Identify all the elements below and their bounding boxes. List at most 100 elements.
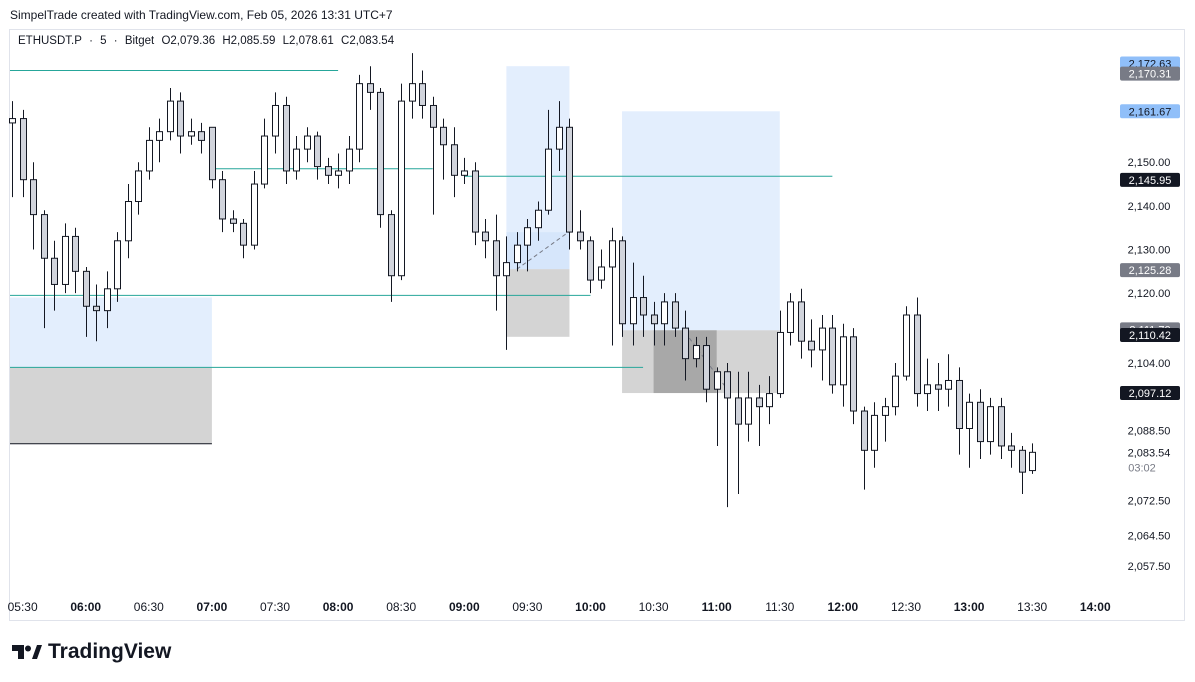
price-label: 2,097.12 — [1129, 388, 1172, 400]
candle-body — [482, 231, 489, 242]
candle-body — [587, 240, 594, 281]
x-tick-label: 12:00 — [828, 600, 859, 614]
x-tick-label: 07:00 — [197, 600, 228, 614]
candle-body — [283, 104, 290, 172]
candle-body — [966, 401, 973, 429]
x-tick-label: 08:00 — [323, 600, 354, 614]
tradingview-logo-icon — [12, 645, 42, 659]
symbol-interval[interactable]: 5 — [100, 35, 107, 47]
candle-body — [198, 131, 205, 141]
candle-body — [304, 135, 311, 150]
x-tick-label: 13:30 — [1017, 600, 1047, 614]
symbol-name[interactable]: ETHUSDT.P — [18, 35, 82, 47]
x-tick-label: 08:30 — [386, 600, 416, 614]
candle-body — [871, 414, 878, 451]
price-label: 2,170.31 — [1129, 69, 1172, 81]
price-label: 2,145.95 — [1129, 175, 1172, 187]
chart-frame[interactable] — [9, 29, 1185, 621]
candle-body — [766, 393, 773, 408]
candle-body — [146, 139, 153, 172]
candle-body — [956, 379, 963, 429]
candle-body — [935, 384, 942, 390]
candle-body — [261, 135, 268, 185]
x-tick-label: 10:00 — [575, 600, 606, 614]
candle-body — [945, 379, 952, 390]
candle-body — [1008, 445, 1015, 451]
candle-body — [693, 345, 700, 360]
candle-body — [30, 179, 37, 216]
y-tick-label: 2,150.00 — [1128, 157, 1171, 169]
candle-body — [808, 340, 815, 351]
y-tick-label: 2,104.00 — [1128, 358, 1171, 370]
x-tick-label: 10:30 — [639, 600, 669, 614]
candle-body — [672, 301, 679, 329]
candle-body — [135, 170, 142, 203]
candle-body — [819, 327, 826, 351]
ohlc-close: C2,083.54 — [341, 35, 395, 47]
price-label: 2,125.28 — [1129, 265, 1172, 277]
candle-body — [640, 297, 647, 316]
ohlc-open: O2,079.36 — [161, 35, 216, 47]
candle-body — [272, 104, 279, 137]
candle-body — [219, 179, 226, 220]
candle-body — [703, 345, 710, 390]
candle-body — [850, 336, 857, 412]
candle-body — [556, 126, 563, 150]
candle-body — [251, 183, 258, 246]
ohlc-high: H2,085.59 — [222, 35, 276, 47]
candle-body — [914, 314, 921, 395]
x-tick-label: 13:00 — [954, 600, 985, 614]
candle-body — [903, 314, 910, 377]
x-tick-label: 11:30 — [765, 600, 794, 614]
candle-body — [325, 166, 332, 176]
candle-body — [93, 305, 100, 312]
candle-body — [777, 331, 784, 395]
candle-body — [388, 214, 395, 277]
tradingview-brand[interactable]: TradingView — [12, 640, 171, 664]
candle-body — [356, 83, 363, 150]
candle-body — [472, 170, 479, 233]
candle-body — [735, 397, 742, 425]
candle-body — [419, 83, 426, 106]
symbol-legend[interactable]: ETHUSDT.P · 5 · Bitget O2,079.36 H2,085.… — [18, 35, 398, 47]
price-label-box — [1120, 104, 1180, 119]
y-tick-label: 2,088.50 — [1128, 426, 1171, 438]
candle-body — [451, 144, 458, 176]
candle-body — [335, 170, 342, 176]
symbol-exchange: Bitget — [124, 35, 155, 47]
candle-body — [409, 83, 416, 102]
price-label-box — [1120, 263, 1180, 278]
candle-body — [156, 131, 163, 141]
candle-body — [83, 270, 90, 307]
candle-body — [1019, 449, 1026, 473]
zone-gray — [10, 367, 212, 444]
bar-countdown: 03:02 — [1128, 462, 1156, 474]
candle-body — [514, 244, 521, 264]
candle-body — [714, 371, 721, 390]
candle-body — [892, 375, 899, 408]
candle-body — [41, 214, 48, 259]
y-tick-label: 2,057.50 — [1128, 561, 1171, 573]
candle-body — [440, 126, 447, 146]
price-label: 2,110.42 — [1129, 330, 1171, 342]
candle-body — [577, 231, 584, 242]
candle-body — [346, 148, 353, 172]
candle-body — [1029, 451, 1036, 472]
candle-body — [545, 148, 552, 211]
candle-body — [609, 240, 616, 268]
candle-body — [104, 288, 111, 312]
candle-body — [619, 240, 626, 325]
candle-body — [367, 83, 374, 93]
candle-body — [9, 118, 16, 124]
candle-body — [493, 240, 500, 277]
candle-body — [167, 100, 174, 133]
candle-body — [314, 135, 321, 168]
candle-body — [566, 126, 573, 233]
x-tick-label: 11:00 — [702, 600, 732, 614]
symbol-separator: · — [113, 35, 118, 47]
candle-body — [829, 327, 836, 386]
y-tick-label: 2,140.00 — [1128, 201, 1171, 213]
candle-body — [188, 131, 195, 137]
ohlc-low: L2,078.61 — [282, 35, 334, 47]
